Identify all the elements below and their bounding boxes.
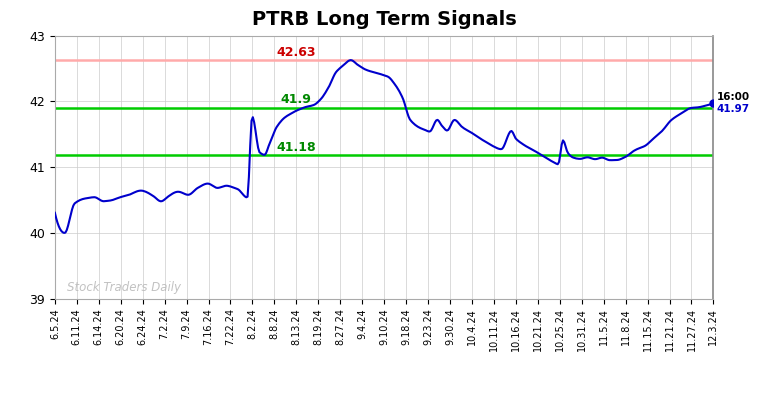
Text: 41.18: 41.18 xyxy=(277,141,316,154)
Text: 16:00: 16:00 xyxy=(717,92,750,102)
Text: Stock Traders Daily: Stock Traders Daily xyxy=(67,281,181,294)
Title: PTRB Long Term Signals: PTRB Long Term Signals xyxy=(252,10,517,29)
Point xyxy=(707,100,720,107)
Text: 41.97: 41.97 xyxy=(717,104,750,114)
Text: 41.9: 41.9 xyxy=(281,94,312,106)
Text: 42.63: 42.63 xyxy=(277,46,316,59)
